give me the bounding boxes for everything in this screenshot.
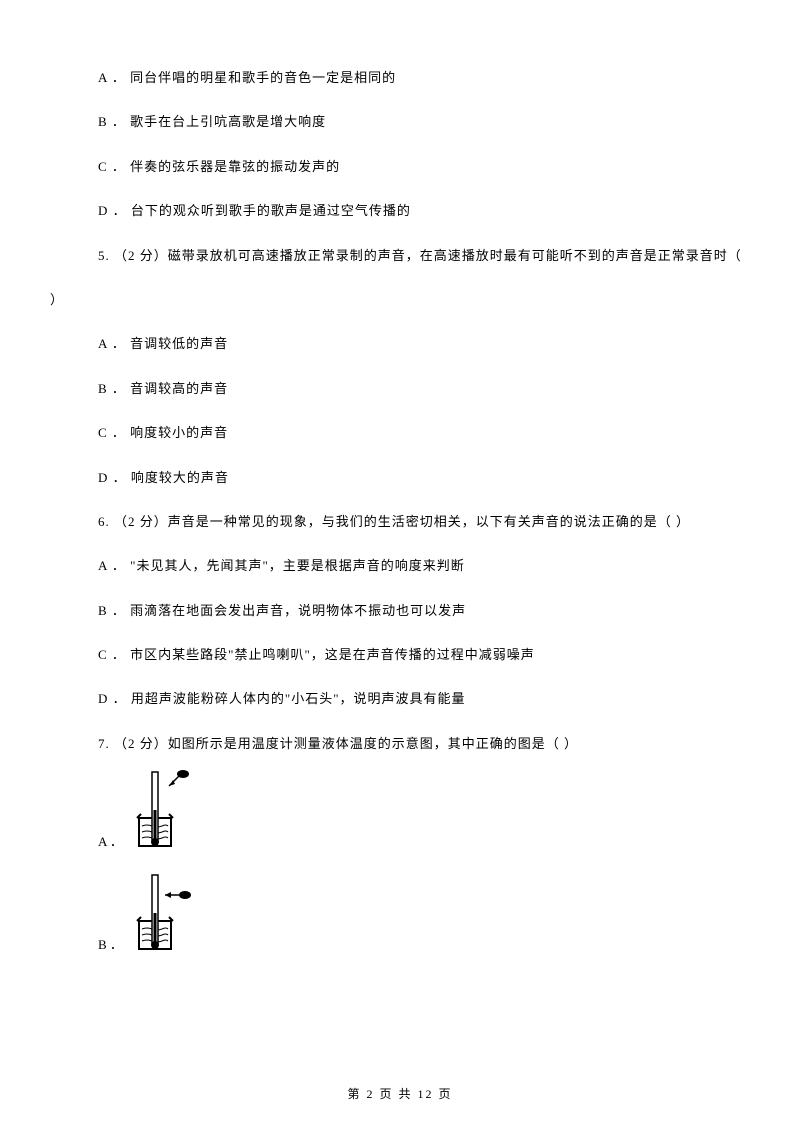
q5-option-a: A ． 音调较低的声音 [50, 326, 750, 362]
q6-option-d: D ． 用超声波能粉碎人体内的"小石头"，说明声波具有能量 [50, 681, 750, 717]
q7-option-b: B ． [50, 873, 750, 967]
q4-option-a: A ． 同台伴唱的明星和歌手的音色一定是相同的 [50, 60, 750, 96]
q7-option-b-label: B ． [98, 927, 123, 967]
q5-stem-line1: 5. （2 分）磁带录放机可高速播放正常录制的声音，在高速播放时最有可能听不到的… [50, 238, 750, 274]
q4-option-c: C ． 伴奏的弦乐器是靠弦的振动发声的 [50, 149, 750, 185]
q7-option-a-label: A ． [98, 824, 123, 864]
page-footer: 第 2 页 共 12 页 [0, 1085, 800, 1102]
q6-stem: 6. （2 分）声音是一种常见的现象，与我们的生活密切相关，以下有关声音的说法正… [50, 504, 750, 540]
thermometer-diagram-b [131, 873, 201, 967]
q5-option-b: B ． 音调较高的声音 [50, 371, 750, 407]
q6-option-c: C ． 市区内某些路段"禁止鸣喇叭"，这是在声音传播的过程中减弱噪声 [50, 637, 750, 673]
q7-option-a: A ． [50, 770, 750, 864]
q5-option-c: C ． 响度较小的声音 [50, 415, 750, 451]
q6-option-b: B ． 雨滴落在地面会发出声音，说明物体不振动也可以发声 [50, 593, 750, 629]
q4-option-d: D ． 台下的观众听到歌手的歌声是通过空气传播的 [50, 193, 750, 229]
q5-option-d: D ． 响度较大的声音 [50, 460, 750, 496]
thermometer-diagram-a [131, 770, 201, 864]
q7-stem: 7. （2 分）如图所示是用温度计测量液体温度的示意图，其中正确的图是（ ） [50, 726, 750, 762]
q6-option-a: A ． "未见其人，先闻其声"，主要是根据声音的响度来判断 [50, 548, 750, 584]
q4-option-b: B ． 歌手在台上引吭高歌是增大响度 [50, 104, 750, 140]
q5-stem-line2: ） [50, 282, 750, 318]
